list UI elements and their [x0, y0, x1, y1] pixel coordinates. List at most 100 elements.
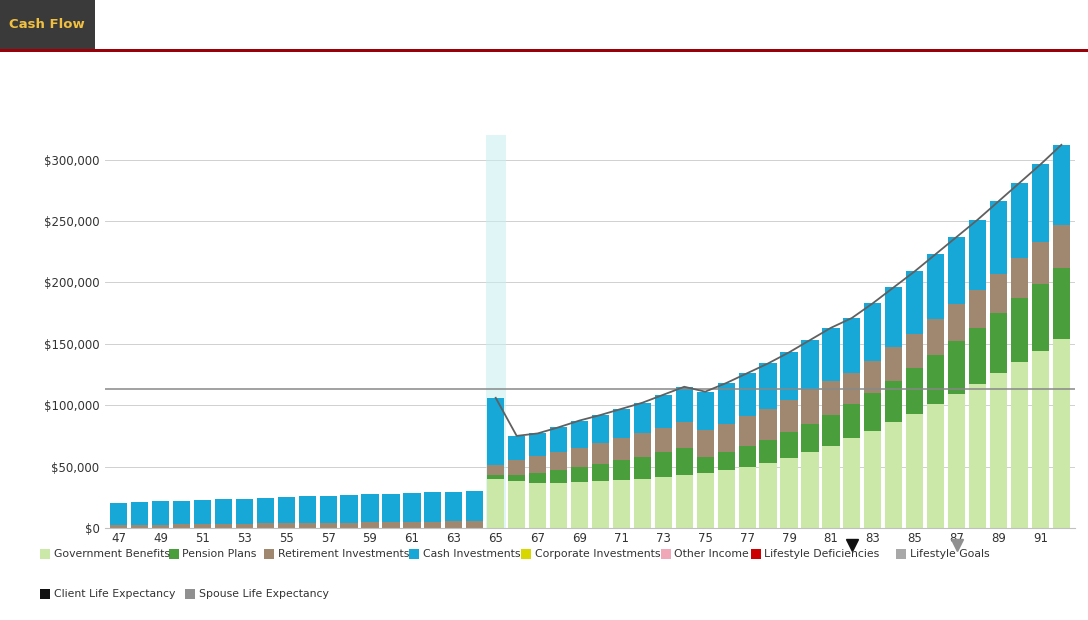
Bar — [927, 355, 944, 404]
Bar — [634, 433, 651, 457]
Bar — [194, 500, 211, 524]
Bar — [131, 502, 148, 525]
Bar — [895, 549, 905, 559]
Bar — [802, 452, 818, 528]
Bar — [969, 219, 986, 290]
Bar — [194, 524, 211, 528]
Bar — [0, 0, 95, 52]
Bar — [277, 497, 295, 523]
Bar — [592, 443, 609, 464]
Bar — [445, 521, 462, 528]
Bar — [751, 549, 761, 559]
Bar — [592, 464, 609, 481]
Bar — [185, 589, 195, 600]
Bar — [990, 202, 1007, 274]
Bar — [152, 501, 169, 525]
Bar — [676, 422, 693, 448]
Bar — [1011, 258, 1028, 298]
Bar — [864, 393, 881, 431]
Bar — [969, 290, 986, 328]
Bar — [718, 452, 734, 471]
Bar — [864, 361, 881, 393]
Bar — [739, 467, 756, 528]
Bar — [823, 328, 840, 381]
Bar — [718, 423, 734, 452]
Text: Cash Flow: Cash Flow — [9, 19, 85, 32]
Bar — [886, 287, 902, 347]
Bar — [655, 428, 672, 453]
Bar — [508, 461, 526, 475]
Text: Other Income: Other Income — [675, 549, 750, 559]
Bar — [571, 467, 589, 482]
Bar — [655, 395, 672, 428]
Bar — [739, 373, 756, 416]
Bar — [634, 457, 651, 479]
Text: Financial Assets: Financial Assets — [94, 19, 200, 32]
Bar — [529, 472, 546, 482]
Bar — [152, 525, 169, 528]
Bar — [508, 436, 526, 461]
Bar — [173, 525, 190, 528]
Bar — [382, 522, 399, 528]
Bar — [404, 493, 420, 522]
Bar — [906, 368, 924, 414]
Bar — [1053, 268, 1070, 339]
Bar — [551, 482, 567, 528]
Bar — [676, 387, 693, 422]
Bar — [361, 494, 379, 523]
Bar — [169, 549, 178, 559]
Bar — [382, 494, 399, 522]
Bar — [257, 498, 274, 523]
Bar — [131, 525, 148, 528]
Bar — [655, 477, 672, 528]
Bar — [1053, 145, 1070, 224]
Bar — [236, 524, 252, 528]
Text: Corporate Investments: Corporate Investments — [535, 549, 660, 559]
Bar — [1011, 298, 1028, 362]
Text: Lifestyle Deficiencies: Lifestyle Deficiencies — [765, 549, 880, 559]
Bar — [634, 403, 651, 433]
Bar — [409, 549, 419, 559]
Bar — [529, 456, 546, 472]
Bar — [660, 549, 670, 559]
Bar — [948, 394, 965, 528]
Bar — [718, 471, 734, 528]
Bar — [864, 303, 881, 361]
Bar — [571, 448, 589, 467]
Bar — [1011, 362, 1028, 528]
Bar — [1053, 339, 1070, 528]
Bar — [551, 471, 567, 482]
Bar — [1031, 242, 1049, 283]
Bar — [214, 524, 232, 528]
Bar — [485, 135, 506, 528]
Bar — [466, 521, 483, 528]
Bar — [508, 475, 526, 481]
Bar — [990, 274, 1007, 313]
Text: Client Life Expectancy: Client Life Expectancy — [54, 589, 175, 600]
Bar — [529, 433, 546, 456]
Bar — [487, 479, 505, 528]
Bar — [236, 498, 252, 524]
Bar — [906, 334, 924, 368]
Bar — [613, 461, 630, 480]
Bar — [802, 391, 818, 423]
Bar — [40, 549, 50, 559]
Text: Pension Plans: Pension Plans — [183, 549, 257, 559]
Bar — [341, 523, 358, 528]
Bar — [718, 383, 734, 423]
Bar — [823, 446, 840, 528]
Bar — [823, 381, 840, 415]
Bar — [780, 432, 798, 458]
Bar — [487, 466, 505, 475]
Bar — [759, 440, 777, 463]
Bar — [257, 523, 274, 528]
Bar — [613, 480, 630, 528]
Bar — [110, 525, 127, 528]
Bar — [843, 318, 861, 373]
Bar — [551, 427, 567, 452]
Bar — [264, 549, 274, 559]
Bar — [927, 319, 944, 355]
Bar — [1031, 351, 1049, 528]
Bar — [739, 446, 756, 467]
Bar — [969, 384, 986, 528]
